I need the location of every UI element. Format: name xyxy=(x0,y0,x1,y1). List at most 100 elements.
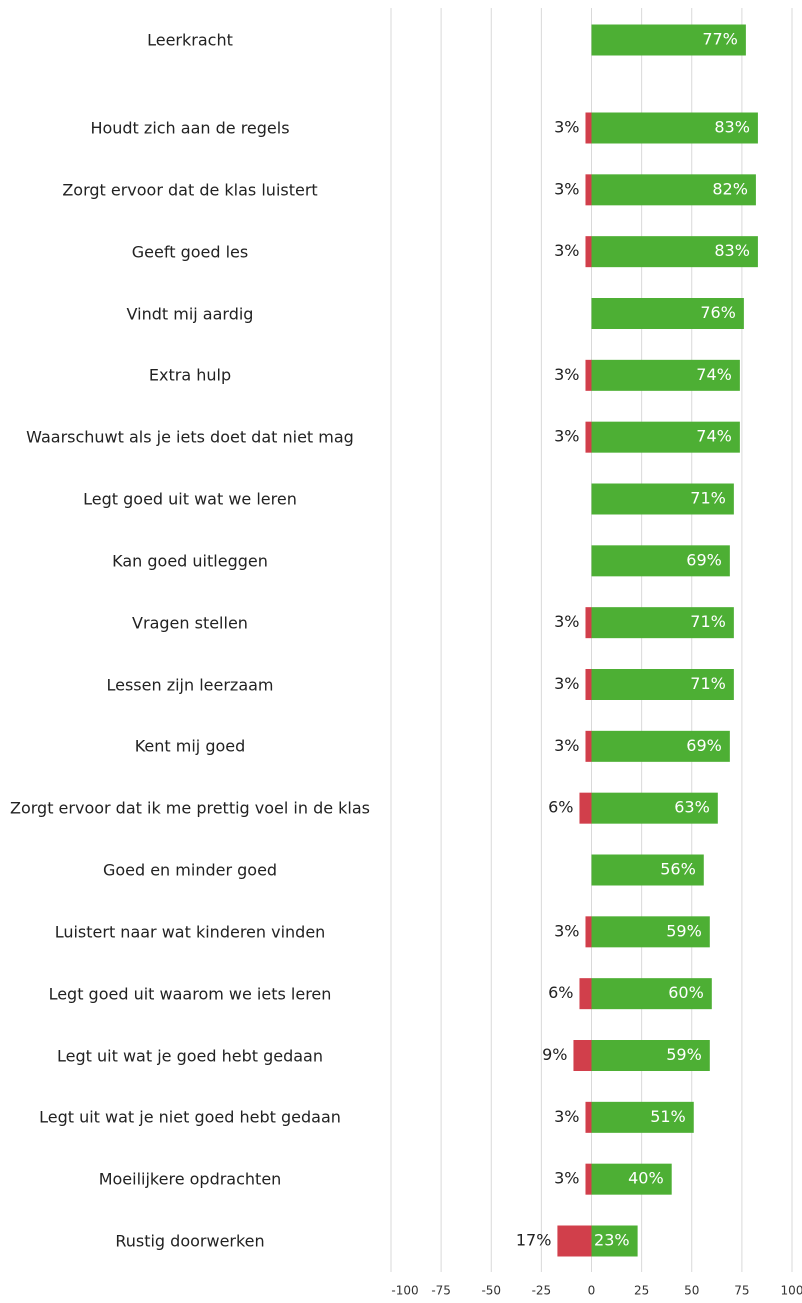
value-label: 17% xyxy=(516,1231,552,1250)
value-label: 3% xyxy=(554,612,579,631)
value-label: 6% xyxy=(548,983,573,1002)
bar xyxy=(591,730,730,762)
value-label: 3% xyxy=(554,427,579,446)
bar xyxy=(591,1163,672,1195)
value-label: 40% xyxy=(628,1169,664,1188)
category-label: Waarschuwt als je iets doet dat niet mag xyxy=(26,427,354,447)
bar xyxy=(591,24,746,56)
x-tick-label: -50 xyxy=(481,1284,501,1298)
value-label: 71% xyxy=(690,489,726,508)
x-tick-label: 0 xyxy=(588,1284,596,1298)
bar xyxy=(591,607,734,639)
category-label: Lessen zijn leerzaam xyxy=(106,675,274,694)
bar xyxy=(591,359,740,391)
x-tick-label: 25 xyxy=(634,1284,649,1298)
value-label: 3% xyxy=(554,118,579,137)
value-label: 71% xyxy=(690,612,726,631)
bar xyxy=(591,421,740,453)
category-label: Legt uit wat je niet goed hebt gedaan xyxy=(39,1107,341,1127)
bar xyxy=(591,236,758,268)
value-label: 9% xyxy=(542,1045,567,1064)
category-label: Extra hulp xyxy=(148,365,232,385)
x-tick-label: -75 xyxy=(431,1284,451,1298)
bar xyxy=(585,174,592,206)
value-label: 83% xyxy=(714,118,750,137)
value-label: 74% xyxy=(696,365,732,384)
value-label: 74% xyxy=(696,427,732,446)
bar xyxy=(591,1040,710,1071)
value-label: 3% xyxy=(554,736,579,755)
x-tick-label: 50 xyxy=(684,1284,699,1298)
category-label: Moeilijkere opdrachten xyxy=(98,1169,282,1189)
bar xyxy=(585,669,592,700)
value-label: 3% xyxy=(554,674,579,693)
category-label: Rustig doorwerken xyxy=(115,1231,265,1251)
bar xyxy=(591,792,718,824)
category-label: Vragen stellen xyxy=(132,613,248,633)
bar xyxy=(591,174,756,206)
bar xyxy=(585,236,592,268)
bar xyxy=(591,669,734,700)
value-label: 71% xyxy=(690,674,726,693)
category-label: Zorgt ervoor dat ik me prettig voel in d… xyxy=(9,798,371,818)
value-label: 56% xyxy=(660,860,696,879)
value-label: 59% xyxy=(666,1045,702,1064)
bar xyxy=(591,978,712,1010)
x-tick-label: -100 xyxy=(391,1284,418,1298)
value-label: 76% xyxy=(700,303,736,322)
bar xyxy=(591,112,758,144)
category-label: Kent mij goed xyxy=(134,736,246,756)
bar xyxy=(591,1101,694,1133)
bar xyxy=(579,978,592,1010)
x-tick-label: 100 xyxy=(781,1284,802,1298)
value-label: 3% xyxy=(554,921,579,940)
bar xyxy=(585,916,592,948)
bar xyxy=(585,421,592,453)
category-label: Legt goed uit wat we leren xyxy=(83,489,297,509)
value-label: 6% xyxy=(548,798,573,817)
value-label: 69% xyxy=(686,550,722,569)
category-label: Zorgt ervoor dat de klas luistert xyxy=(62,180,318,200)
bar xyxy=(557,1225,592,1257)
value-label: 77% xyxy=(702,30,738,49)
bar xyxy=(585,359,592,391)
value-label: 3% xyxy=(554,365,579,384)
value-label: 3% xyxy=(554,1169,579,1188)
category-label: Luistert naar wat kinderen vinden xyxy=(54,922,326,942)
category-label: Leerkracht xyxy=(147,30,233,50)
bar xyxy=(585,730,592,762)
value-label: 60% xyxy=(668,983,704,1002)
bar xyxy=(585,1101,592,1133)
value-label: 3% xyxy=(554,241,579,260)
bar xyxy=(579,792,592,824)
x-tick-label: 75 xyxy=(734,1284,749,1298)
value-label: 3% xyxy=(554,1107,579,1126)
value-label: 83% xyxy=(714,241,750,260)
bar xyxy=(585,607,592,639)
bar xyxy=(591,483,734,515)
category-label: Houdt zich aan de regels xyxy=(90,118,290,138)
bar xyxy=(573,1040,592,1071)
category-label: Vindt mij aardig xyxy=(126,304,254,323)
value-label: 82% xyxy=(712,179,748,198)
bar xyxy=(591,298,744,329)
bar xyxy=(585,1163,592,1195)
value-label: 23% xyxy=(594,1231,630,1250)
category-label: Legt uit wat je goed hebt gedaan xyxy=(57,1046,323,1065)
category-label: Geeft goed les xyxy=(131,242,249,262)
category-label: Goed en minder goed xyxy=(102,860,278,880)
bar xyxy=(585,112,592,144)
value-label: 3% xyxy=(554,179,579,198)
value-label: 63% xyxy=(674,798,710,817)
value-label: 51% xyxy=(650,1107,686,1126)
category-label: Legt goed uit waarom we iets leren xyxy=(48,984,332,1004)
bar xyxy=(591,1225,638,1257)
value-label: 59% xyxy=(666,921,702,940)
bar xyxy=(591,916,710,948)
category-label: Kan goed uitleggen xyxy=(112,551,268,571)
bar xyxy=(591,545,730,577)
value-label: 69% xyxy=(686,736,722,755)
bar xyxy=(591,854,704,886)
